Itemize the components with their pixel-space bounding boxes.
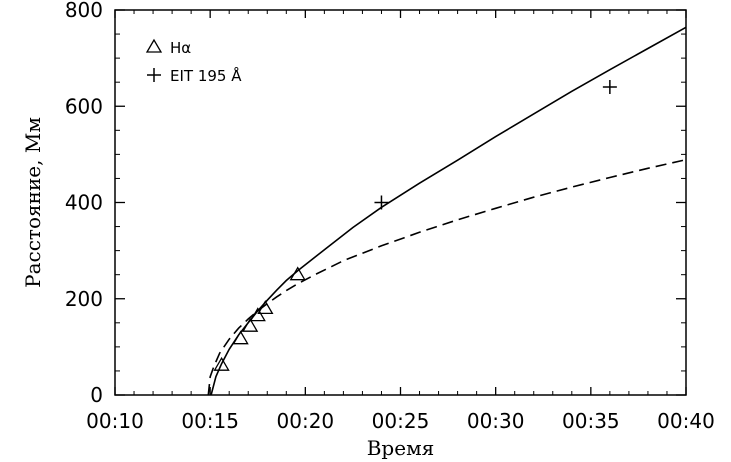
tick-labels: 00:10 00:15 00:20 00:25 00:30 00:35 00:40 0 200 4… — [65, 0, 715, 433]
x-axis-title: Время — [367, 436, 435, 460]
halpha-point — [242, 317, 259, 332]
legend-label: EIT 195 Å — [170, 66, 242, 85]
y-tick-label: 800 — [65, 0, 103, 22]
y-tick-label: 200 — [65, 287, 103, 311]
data-markers — [213, 80, 617, 371]
halpha-point — [289, 266, 306, 281]
legend: Hα EIT 195 Å — [145, 38, 242, 85]
dashed-fit-curve — [207, 158, 687, 396]
axis-ticks — [114, 9, 687, 396]
halpha-point — [232, 330, 249, 345]
y-tick-label: 600 — [65, 94, 103, 118]
legend-triangle-icon — [145, 38, 163, 53]
x-tick-label: 00:25 — [372, 409, 430, 433]
y-axis-title: Расстояние, Мм — [21, 117, 45, 288]
x-tick-label: 00:35 — [562, 409, 620, 433]
solid-fit-curve — [210, 26, 687, 396]
y-tick-label: 0 — [90, 383, 103, 407]
x-tick-label: 00:10 — [86, 409, 144, 433]
legend-label: Hα — [170, 39, 191, 57]
x-tick-label: 00:15 — [181, 409, 239, 433]
eit-point — [374, 195, 389, 210]
x-tick-label: 00:20 — [277, 409, 335, 433]
x-tick-label: 00:40 — [657, 409, 715, 433]
halpha-point — [257, 300, 274, 315]
fit-curves — [207, 26, 687, 396]
legend-plus-icon — [147, 68, 161, 82]
halpha-point — [213, 356, 230, 371]
halpha-point — [249, 307, 266, 322]
y-tick-label: 400 — [65, 191, 103, 215]
eit-point — [602, 80, 617, 94]
x-tick-label: 00:30 — [467, 409, 525, 433]
